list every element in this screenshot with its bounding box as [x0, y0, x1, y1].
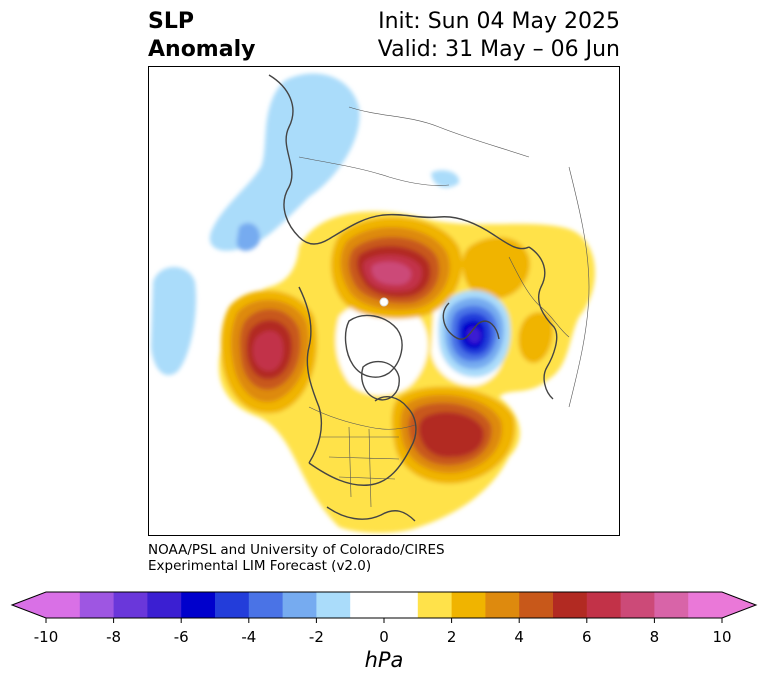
north-atlantic-high-5 — [418, 412, 484, 458]
border-africa — [568, 166, 590, 408]
arctic-small-low — [431, 170, 460, 188]
border-europe — [508, 256, 570, 338]
colorbar-tick-label: 8 — [650, 628, 660, 646]
colorbar-box — [688, 592, 723, 618]
pacific-low-outer — [151, 267, 197, 376]
siberia-coast — [328, 213, 530, 250]
colorbar-box — [451, 592, 486, 618]
hudson-bay — [361, 360, 400, 401]
colorbar-units: hPa — [364, 648, 404, 672]
valid-date: Valid: 31 May – 06 Jun — [377, 37, 620, 62]
title-anomaly: Anomaly — [148, 37, 256, 62]
siberia-high-3 — [518, 312, 553, 363]
pole-marker — [379, 297, 389, 307]
east-asia-low-area — [209, 73, 360, 251]
colorbar-ticks: -10 -8 -6 -4 -2 0 2 4 6 8 10 — [34, 618, 732, 646]
date-block: Init: Sun 04 May 2025 Valid: 31 May – 06… — [378, 8, 620, 64]
colorbar-box — [620, 592, 655, 618]
title-variable: SLP — [148, 9, 194, 34]
north-america-west-coast — [298, 286, 323, 464]
colorbar-tick-label: 6 — [582, 628, 592, 646]
scandinavia-coast — [442, 302, 500, 340]
colorbar-box — [248, 592, 284, 618]
borders — [298, 106, 590, 508]
colorbar-box — [316, 592, 351, 618]
greenland-coast — [344, 314, 403, 378]
colorbar-tick-label: 0 — [379, 628, 389, 646]
colorbar-box — [553, 592, 588, 618]
colorbar-box — [586, 592, 622, 618]
gulf-coast — [326, 506, 416, 522]
map-panel — [148, 66, 620, 536]
north-america-east-coast — [308, 396, 417, 486]
colorbar-box — [147, 592, 182, 618]
colorbar-boxes — [10, 591, 758, 619]
north-pacific-high-6 — [253, 330, 284, 371]
pacific-low-inner — [236, 222, 260, 251]
map-canvas — [149, 67, 619, 535]
colorbar-tick-label: 10 — [712, 628, 731, 646]
coastlines — [268, 74, 558, 522]
title-block: SLP Anomaly — [148, 8, 255, 64]
siberia-high-2 — [462, 237, 530, 299]
colorbar-tick-label: -8 — [106, 628, 121, 646]
colorbar-box — [113, 592, 148, 618]
border-canada-us — [308, 406, 416, 430]
colorbar-box — [350, 592, 419, 618]
colorbar-box — [282, 592, 317, 618]
colorbar: -10 -8 -6 -4 -2 0 2 4 6 8 10 — [10, 591, 758, 646]
colorbar-box — [519, 592, 554, 618]
credit-block: NOAA/PSL and University of Colorado/CIRE… — [148, 542, 445, 574]
colorbar-tick-label: -2 — [309, 628, 324, 646]
colorbar-box — [46, 592, 81, 618]
europe-low-6 — [467, 327, 481, 344]
colorbar-box — [417, 592, 453, 618]
asia-coast — [268, 74, 330, 245]
colorbar-box — [79, 592, 115, 618]
credit-line-1: NOAA/PSL and University of Colorado/CIRE… — [148, 542, 445, 558]
init-date: Init: Sun 04 May 2025 — [378, 9, 620, 34]
colorbar-box — [215, 592, 250, 618]
border-russia — [348, 106, 530, 158]
colorbar-box — [181, 592, 216, 618]
europe-coast — [528, 246, 558, 400]
colorbar-extend-high — [722, 592, 756, 618]
colorbar-tick-label: -4 — [241, 628, 256, 646]
colorbar-tick-label: 2 — [447, 628, 457, 646]
colorbar-extend-low — [12, 592, 46, 618]
border-china — [298, 156, 450, 186]
credit-line-2: Experimental LIM Forecast (v2.0) — [148, 558, 372, 574]
anomaly-field — [151, 73, 596, 533]
colorbar-tick-label: 4 — [514, 628, 524, 646]
colorbar-tick-label: -6 — [174, 628, 189, 646]
border-us-states-1 — [319, 426, 400, 508]
arctic-high-7 — [371, 261, 412, 285]
colorbar-box — [485, 592, 520, 618]
colorbar-box — [654, 592, 689, 618]
colorbar-tick-label: -10 — [34, 628, 59, 646]
